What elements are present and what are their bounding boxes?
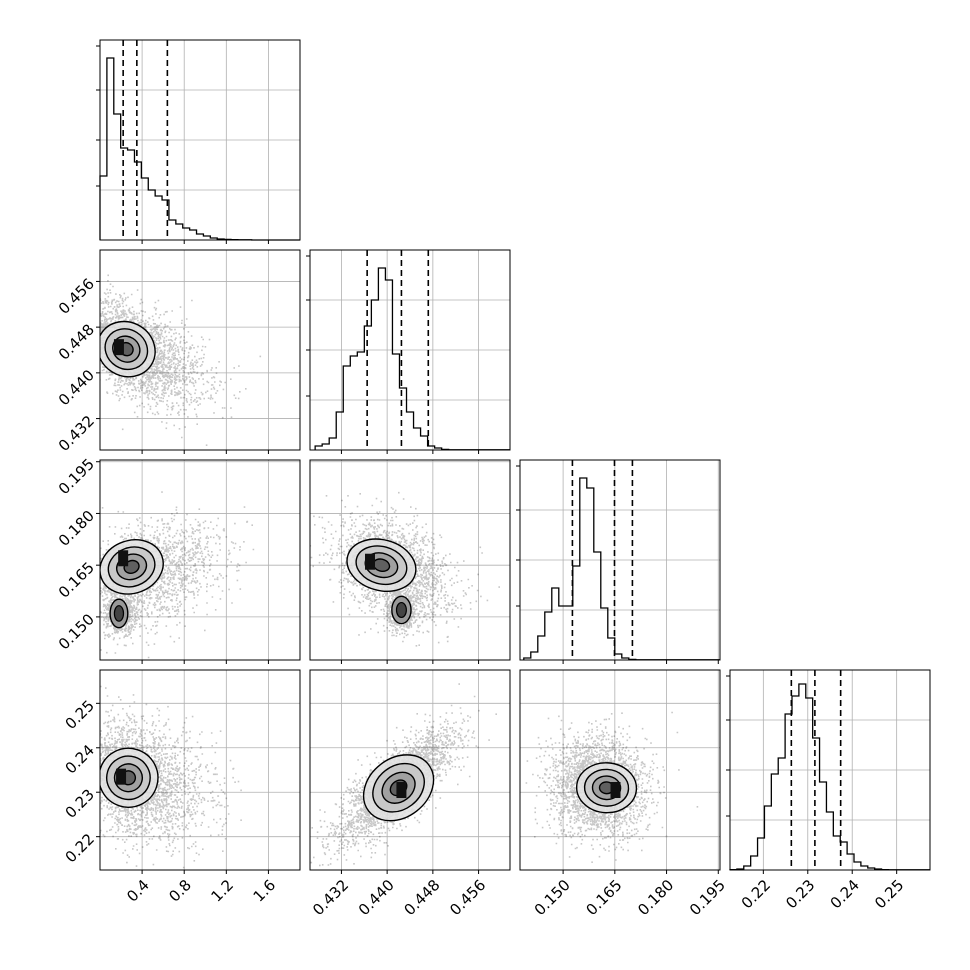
y-tick-label: 0.195: [55, 455, 98, 498]
axes-frame: [99, 669, 301, 871]
scatter-panel-3-0: [96, 669, 301, 874]
scatter-panel-3-2: [519, 669, 721, 874]
x-tick-label: 0.448: [401, 876, 444, 919]
density-peak: [116, 768, 127, 785]
y-tick-label: 0.180: [55, 507, 98, 550]
scatter-points: [100, 685, 242, 869]
histogram-panel-1: [306, 249, 511, 454]
axes-frame: [309, 459, 511, 661]
histogram-step: [99, 57, 300, 241]
density-contour: [395, 601, 407, 619]
x-tick-label: 1.2: [207, 876, 237, 906]
histogram-step: [729, 683, 930, 871]
axes-frame: [309, 669, 511, 871]
y-tick-label: 0.24: [62, 741, 98, 777]
scatter-panel-1-0: [96, 249, 301, 454]
scatter-panel-3-1: [309, 669, 511, 874]
scatter-panel-2-1: [309, 459, 511, 664]
x-tick-label: 0.432: [309, 876, 352, 919]
x-tick-label: 0.440: [355, 876, 398, 919]
x-tick-label: 0.195: [686, 876, 729, 919]
histogram-step: [314, 267, 510, 451]
density-peak: [610, 782, 621, 798]
density-contour: [113, 605, 125, 622]
y-tick-label: 0.23: [62, 786, 98, 822]
y-tick-label: 0.440: [55, 366, 98, 409]
scatter-points: [100, 274, 262, 446]
y-tick-label: 0.22: [62, 830, 98, 866]
x-tick-label: 0.22: [738, 876, 774, 912]
density-peak: [365, 553, 375, 570]
x-tick-label: 0.8: [165, 876, 195, 906]
y-tick-label: 0.25: [62, 697, 98, 733]
x-tick-label: 1.6: [250, 876, 280, 906]
x-tick-label: 0.180: [634, 876, 677, 919]
y-tick-label: 0.448: [55, 320, 98, 363]
y-tick-label: 0.456: [55, 275, 98, 318]
axes-frame: [519, 669, 721, 871]
density-peak: [396, 782, 407, 798]
y-tick-label: 0.432: [55, 412, 98, 455]
axes-frame: [99, 249, 301, 451]
histogram-panel-0: [96, 39, 301, 244]
x-tick-label: 0.23: [782, 876, 818, 912]
density-peak: [118, 550, 129, 567]
x-tick-label: 0.24: [827, 876, 863, 912]
x-tick-label: 0.456: [446, 876, 489, 919]
density-peak: [113, 339, 124, 356]
y-tick-label: 0.165: [55, 558, 98, 601]
axes-frame: [99, 459, 301, 661]
x-tick-label: 0.25: [871, 876, 907, 912]
x-tick-label: 0.4: [123, 876, 153, 906]
y-tick-label: 0.150: [55, 610, 98, 653]
histogram-panel-3: [726, 669, 931, 874]
scatter-panel-2-0: [96, 459, 301, 664]
histogram-panel-2: [516, 459, 721, 664]
x-tick-label: 0.150: [531, 876, 574, 919]
x-tick-label: 0.165: [582, 876, 625, 919]
histogram-step: [523, 477, 720, 661]
